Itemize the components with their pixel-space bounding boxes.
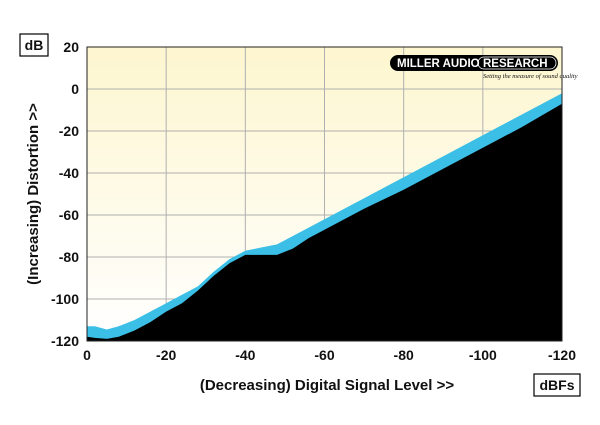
miller-audio-research-logo: MILLER AUDIO RESEARCH Setting the measur… [390,55,578,80]
y-axis-title: (Increasing) Distortion >> [25,103,42,285]
y-unit-box: dB [19,33,49,57]
y-tick-label: 20 [63,39,79,55]
y-tick-label: -120 [51,333,79,349]
y-tick-label: -40 [59,165,79,181]
logo-tagline: Setting the measure of sound quality [483,73,578,80]
logo-text-left: MILLER AUDIO [397,58,480,70]
y-unit-label: dB [25,37,44,53]
y-tick-labels: 20 0 -20 -40 -60 -80 -100 -120 [51,39,79,349]
x-tick-label: -60 [314,347,334,363]
x-axis-title: (Decreasing) Digital Signal Level >> [200,377,454,394]
x-tick-label: -20 [156,347,176,363]
x-unit-box: dBFs [533,373,581,397]
y-tick-label: -100 [51,291,79,307]
x-tick-label: -100 [469,347,497,363]
x-tick-labels: 0 -20 -40 -60 -80 -100 -120 [83,347,576,363]
logo-text-right: RESEARCH [483,58,548,70]
y-tick-label: 0 [71,81,79,97]
plot-frame [86,46,563,342]
y-tick-label: -60 [59,207,79,223]
x-tick-label: -40 [235,347,255,363]
y-tick-label: -80 [59,249,79,265]
data-area [87,93,562,341]
y-tick-label: -20 [59,123,79,139]
x-tick-label: -80 [394,347,414,363]
x-unit-label: dBFs [540,377,575,393]
x-tick-label: 0 [83,347,91,363]
x-tick-label: -120 [548,347,576,363]
noise-floor-area [87,103,562,341]
